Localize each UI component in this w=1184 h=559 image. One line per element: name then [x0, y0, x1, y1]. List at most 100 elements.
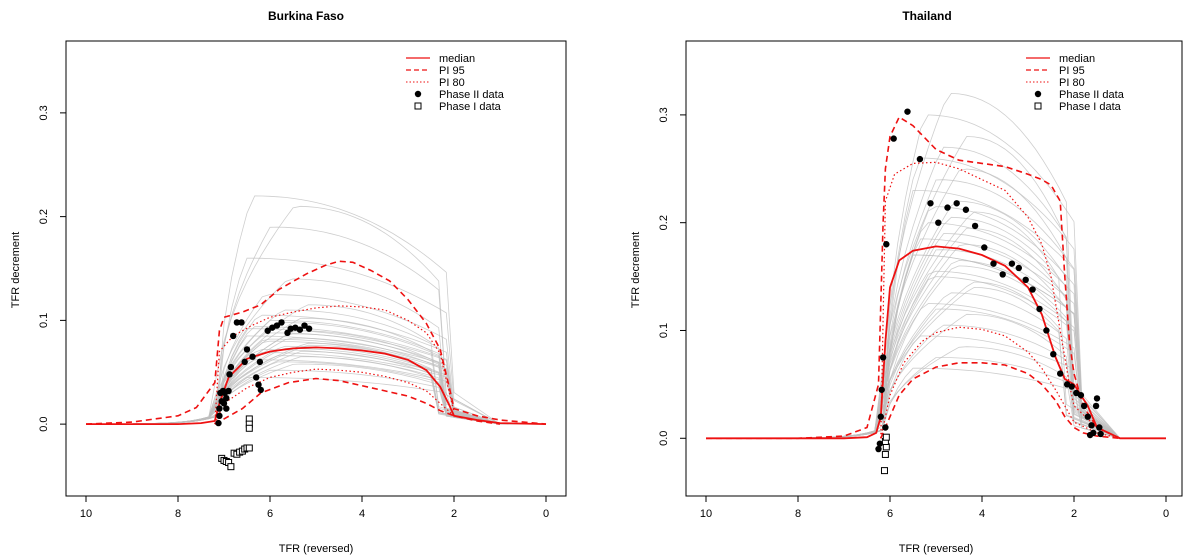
phase1-point [245, 444, 253, 452]
legend: median PI 95 PI 80 Phase II data Phase I… [406, 53, 505, 113]
phase2-point [1084, 413, 1092, 420]
plot-area [680, 40, 1183, 502]
trajectory-line [86, 205, 546, 425]
series-line-pi-80 [214, 305, 455, 425]
phase2-point [264, 327, 271, 334]
phase2-point [1057, 370, 1064, 377]
phase2-point [916, 155, 924, 163]
trajectory-lines [86, 195, 546, 425]
phase2-point [233, 319, 241, 326]
trajectory-line [706, 92, 1166, 439]
phase2-point [273, 322, 281, 329]
phase2-point [981, 244, 988, 251]
phase2-point [223, 405, 230, 412]
trajectory-line [86, 309, 546, 425]
trajectory-line [706, 249, 1166, 439]
phase2-point [227, 363, 235, 371]
y-tick-label: 0.2 [658, 215, 670, 230]
phase2-point [1043, 327, 1050, 334]
phase2-point [1080, 402, 1088, 410]
phase2-point [1022, 276, 1029, 284]
phase2-point [216, 405, 223, 412]
trajectory-line [86, 195, 546, 425]
phase1-point [882, 433, 890, 441]
legend-label-phase1: Phase I data [439, 101, 502, 113]
legend-swatch-phase2 [1034, 90, 1042, 98]
phase2-point [223, 394, 230, 402]
series-line-pi-80 [880, 326, 1121, 439]
phase2-point [257, 386, 264, 394]
phase2-point [882, 424, 889, 431]
trajectory-line [86, 322, 546, 425]
phase1-points [880, 433, 890, 475]
phase2-point [305, 325, 313, 332]
trajectory-line [86, 226, 546, 425]
plot-frame [685, 40, 1183, 497]
legend-swatch-phase1 [1034, 102, 1042, 110]
x-tick-label: 4 [359, 508, 365, 520]
phase2-point [904, 108, 911, 115]
chart-panel-burkina-faso: Burkina Faso TFR decrement TFR (reversed… [10, 9, 567, 555]
trajectory-line [706, 265, 1166, 439]
legend-label-pi80: PI 80 [1059, 77, 1085, 89]
trajectory-line [86, 356, 546, 425]
x-axis-label: TFR (reversed) [279, 543, 354, 555]
phase2-points [215, 319, 313, 427]
phase2-point [1097, 430, 1104, 438]
phase2-point [877, 413, 884, 420]
phase2-point [1077, 391, 1085, 399]
trajectory-line [86, 351, 546, 425]
phase2-point [875, 445, 882, 453]
plot-area [60, 40, 567, 502]
phase1-point [881, 450, 889, 458]
legend-label-phase2: Phase II data [1059, 89, 1125, 101]
x-tick-label: 8 [175, 508, 181, 520]
y-axis-label: TFR decrement [10, 232, 22, 308]
phase2-point [927, 200, 934, 207]
phase1-point [227, 463, 235, 471]
phase2-point [301, 322, 308, 329]
legend-label-phase1: Phase I data [1059, 101, 1122, 113]
phase2-point [879, 354, 887, 361]
phase2-point [1008, 260, 1016, 267]
x-tick-label: 6 [267, 508, 273, 520]
phase2-point [1096, 424, 1103, 431]
phase2-point [256, 358, 264, 366]
legend-label-median: median [439, 53, 475, 65]
red-series [706, 115, 1166, 440]
series-line-pi-95 [85, 260, 547, 425]
phase2-point [990, 260, 997, 267]
phase2-point [1015, 264, 1022, 272]
series-line-pi-80 [214, 368, 455, 425]
trajectory-line [706, 286, 1166, 439]
x-tick-label: 4 [979, 508, 985, 520]
phase1-point [880, 467, 888, 475]
trajectory-line [86, 352, 546, 425]
phase2-points [875, 108, 1104, 453]
phase1-points [218, 415, 253, 471]
phase2-point [216, 412, 223, 420]
phase2-point [878, 386, 885, 393]
series-line-pi-80 [880, 161, 1121, 439]
legend-swatch-phase2 [414, 90, 422, 98]
trajectory-lines [706, 92, 1166, 439]
phase2-point [241, 358, 248, 366]
phase1-point [245, 424, 253, 432]
phase2-point [249, 353, 256, 360]
tick-labels: 10 8 6 4 2 0 0.0 0.1 0.2 0.3 [38, 105, 549, 520]
phase2-point [883, 241, 890, 248]
legend-label-median: median [1059, 53, 1095, 65]
x-tick-label: 6 [887, 508, 893, 520]
x-tick-label: 10 [80, 508, 92, 520]
trajectory-line [706, 200, 1166, 439]
phase2-point [230, 332, 237, 340]
y-tick-label: 0.3 [38, 105, 50, 120]
trajectory-line [86, 355, 546, 425]
trajectory-line [86, 294, 546, 425]
y-axis-label: TFR decrement [630, 232, 642, 308]
phase2-point [890, 135, 897, 142]
legend-label-phase2: Phase II data [439, 89, 505, 101]
x-tick-label: 0 [543, 508, 549, 520]
phase2-point [225, 387, 232, 395]
